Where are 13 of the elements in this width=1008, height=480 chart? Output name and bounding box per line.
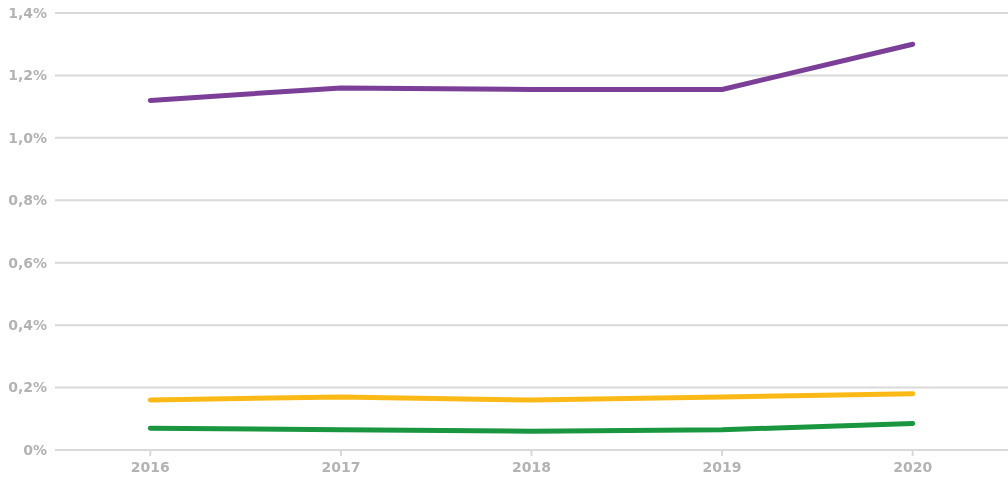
y-tick-label: 1,0% — [8, 129, 47, 146]
y-tick-label: 0% — [23, 441, 47, 458]
x-tick-label: 2017 — [321, 459, 361, 475]
y-tick-label: 0,4% — [8, 317, 47, 334]
y-tick-label: 0,8% — [8, 192, 47, 209]
y-tick-label: 0,6% — [8, 254, 47, 271]
x-tick-label: 2016 — [130, 459, 170, 475]
x-tick-label: 2020 — [893, 459, 933, 475]
x-tick-label: 2018 — [512, 459, 551, 475]
y-tick-label: 0,2% — [8, 379, 47, 396]
x-tick-label: 2019 — [702, 459, 742, 475]
y-tick-label: 1,2% — [8, 67, 47, 84]
y-tick-label: 1,4% — [8, 4, 47, 21]
